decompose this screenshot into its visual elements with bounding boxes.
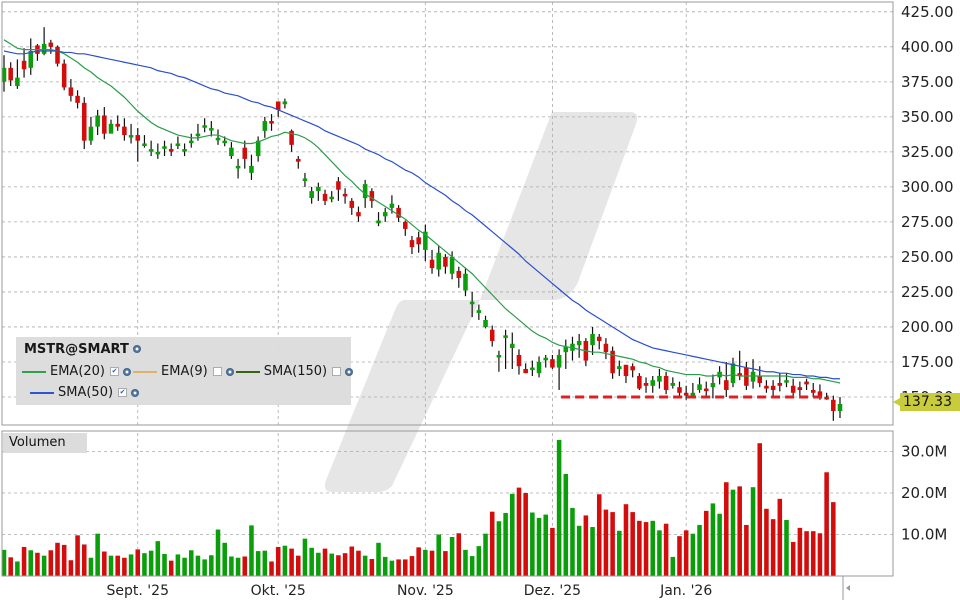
svg-text:400.00: 400.00: [901, 38, 954, 56]
svg-text:300.00: 300.00: [901, 178, 954, 196]
svg-text:Jan. '26: Jan. '26: [659, 583, 712, 599]
ema20-settings-icon[interactable]: [123, 367, 132, 376]
svg-text:10.0M: 10.0M: [901, 526, 947, 544]
volume-grid: [2, 433, 893, 576]
svg-text:Nov. '25: Nov. '25: [397, 583, 454, 599]
sma150-checkbox[interactable]: [332, 367, 342, 376]
ema20-checkbox[interactable]: ✔: [110, 367, 120, 376]
legend-row-1: EMA(20) ✔ EMA(9) SMA(150): [22, 364, 355, 379]
legend-symbol: MSTR@SMART: [24, 342, 143, 357]
svg-text:20.0M: 20.0M: [901, 484, 947, 502]
svg-text:350.00: 350.00: [901, 108, 954, 126]
sma50-checkbox[interactable]: ✔: [118, 388, 128, 397]
sma50-swatch: [30, 391, 54, 394]
ema9-settings-icon[interactable]: [225, 367, 234, 376]
legend-sma150-label: SMA(150): [263, 364, 328, 379]
watermark-logo: [324, 112, 638, 492]
svg-text:250.00: 250.00: [901, 248, 954, 266]
legend-row-2: SMA(50) ✔: [30, 385, 141, 400]
svg-text:200.00: 200.00: [901, 318, 954, 336]
legend-ema20-label: EMA(20): [50, 364, 106, 379]
svg-text:275.00: 275.00: [901, 213, 954, 231]
svg-text:Sept. '25: Sept. '25: [107, 583, 169, 599]
settings-icon[interactable]: [133, 345, 142, 353]
sma150-swatch: [235, 370, 260, 373]
svg-text:225.00: 225.00: [901, 283, 954, 301]
legend-ema9-label: EMA(9): [161, 364, 208, 379]
ema9-swatch: [133, 370, 158, 373]
svg-text:30.0M: 30.0M: [901, 443, 947, 461]
svg-text:425.00: 425.00: [901, 3, 954, 21]
legend-panel: MSTR@SMART EMA(20) ✔ EMA(9) SMA(150) SMA…: [16, 337, 354, 405]
legend-sma50-label: SMA(50): [58, 385, 114, 400]
svg-text:Okt. '25: Okt. '25: [251, 583, 306, 599]
last-price-tag: 137.33: [893, 393, 960, 411]
sma150-settings-icon[interactable]: [345, 367, 354, 376]
volume-bars: [1, 439, 836, 576]
svg-text:375.00: 375.00: [901, 73, 954, 91]
sma50-settings-icon[interactable]: [131, 388, 140, 397]
indicator-lines: [3, 39, 841, 384]
ema9-checkbox[interactable]: [212, 367, 222, 376]
svg-text:325.00: 325.00: [901, 143, 954, 161]
svg-text:175.00: 175.00: [901, 353, 954, 371]
volume-panel-label: Volumen: [3, 433, 87, 453]
ema20-swatch: [22, 370, 46, 373]
svg-text:Dez. '25: Dez. '25: [524, 583, 581, 599]
candlestick-series: [1, 27, 843, 421]
